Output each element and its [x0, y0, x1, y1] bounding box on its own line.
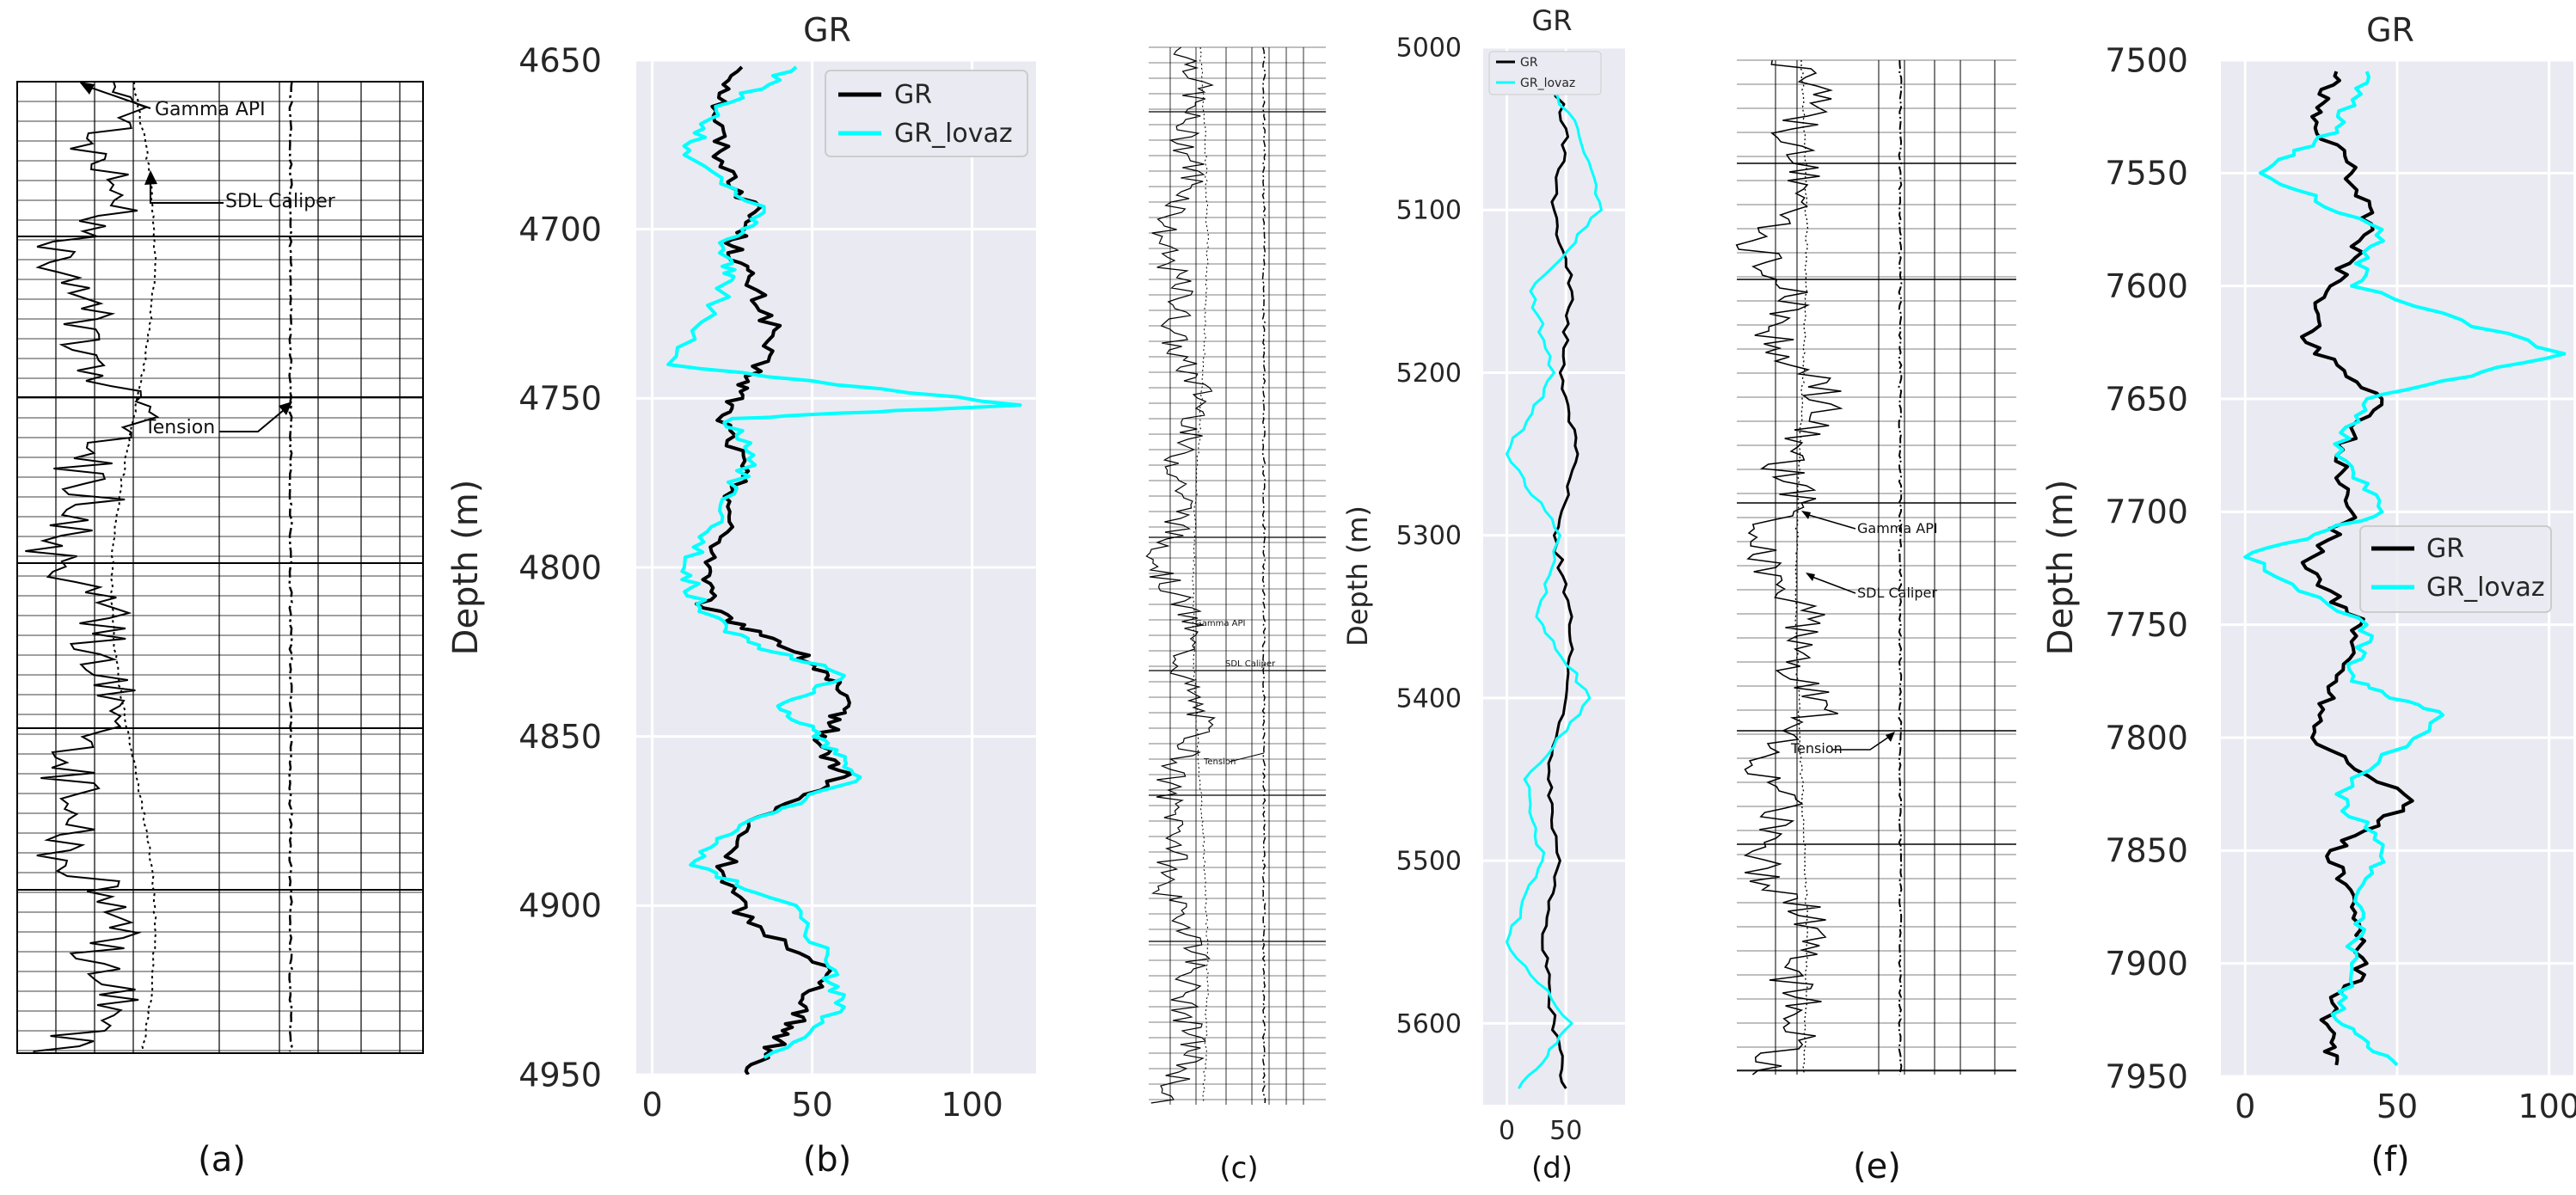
legend-entry-gr-b: GR: [894, 80, 932, 110]
y-tick-label: 7950: [2105, 1057, 2188, 1095]
y-tick-label: 7800: [2105, 719, 2188, 757]
panel-label-f: (f): [2371, 1140, 2409, 1180]
panel-label-a: (a): [198, 1140, 246, 1180]
panel-label-d: (d): [1531, 1151, 1573, 1186]
panel-label-b: (b): [803, 1140, 852, 1180]
annotation-tension: Tension: [144, 417, 215, 438]
y-axis-label-d: Depth (m): [1341, 506, 1374, 647]
x-tick-label: 0: [1499, 1116, 1515, 1146]
x-tick-label: 0: [2235, 1088, 2255, 1125]
panel-c-log-image: Gamma API SDL Caliper Tension: [1145, 46, 1326, 1105]
legend-entry-gr-f: GR: [2426, 534, 2464, 564]
y-axis-label-b: Depth (m): [446, 480, 486, 656]
series-line-gr: [1541, 60, 1579, 1089]
series-line-gr-lovaz: [2243, 70, 2567, 1067]
y-tick-label: 7900: [2105, 945, 2188, 983]
legend-entry-gr-d: GR: [1520, 56, 1538, 70]
chart-title-d: GR: [1531, 4, 1572, 37]
y-tick-label: 5300: [1396, 521, 1462, 551]
annotation-tension-e: Tension: [1790, 740, 1843, 757]
y-tick-label: 4950: [518, 1056, 602, 1094]
chart-panel-d: 5000 5100 5200 5300 5400 5500 5600 0 50 GR Depth…: [1341, 4, 1625, 1146]
annotation-sdl-caliper: SDL Caliper: [225, 191, 336, 212]
legend-entry-gr-lovaz-d: GR_lovaz: [1520, 77, 1575, 90]
series-line-gr-lovaz: [1506, 60, 1603, 1089]
y-tick-label: 5000: [1396, 34, 1462, 64]
series-line-gr: [2300, 70, 2414, 1066]
y-tick-label: 4850: [518, 718, 602, 756]
annotation-gamma-api: Gamma API: [155, 99, 266, 120]
y-tick-label: 4800: [518, 548, 602, 586]
annotation-sdl-caliper-e: SDL Caliper: [1857, 585, 1937, 601]
panel-label-e: (e): [1853, 1147, 1901, 1186]
annotation-gamma-api-c: Gamma API: [1195, 619, 1246, 628]
chart-panel-b: 4650 4700 4750 4800 4850 4900 4950 0 50 100 GR De…: [446, 11, 1036, 1124]
chart-panel-f: 7500 7550 7600 7650 7700 7750 7800 7850 7900 7950…: [2041, 11, 2576, 1125]
y-tick-label: 7600: [2105, 267, 2188, 305]
y-tick-label: 5200: [1396, 358, 1462, 389]
y-tick-label: 7650: [2105, 380, 2188, 418]
legend-entry-gr-lovaz-b: GR_lovaz: [894, 119, 1013, 149]
y-tick-label: 5500: [1396, 847, 1462, 877]
y-tick-label: 4650: [518, 41, 602, 79]
x-tick-label: 100: [941, 1086, 1003, 1124]
legend-b: GR GR_lovaz: [825, 70, 1028, 157]
annotation-gamma-api-e: Gamma API: [1857, 520, 1938, 536]
x-tick-label: 50: [791, 1086, 832, 1124]
annotation-sdl-caliper-c: SDL Caliper: [1225, 659, 1276, 669]
y-tick-label: 7700: [2105, 493, 2188, 531]
chart-title-f: GR: [2366, 11, 2414, 49]
y-tick-label: 7500: [2105, 41, 2188, 79]
y-tick-label: 5400: [1396, 683, 1462, 714]
y-tick-label: 4900: [518, 887, 602, 925]
x-tick-label: 0: [642, 1086, 663, 1124]
y-axis-label-f: Depth (m): [2041, 480, 2081, 656]
series-line-gr: [695, 65, 854, 1075]
y-tick-label: 5100: [1396, 196, 1462, 226]
y-tick-label: 7750: [2105, 606, 2188, 644]
x-tick-label: 50: [2377, 1088, 2418, 1125]
x-tick-label: 50: [1549, 1116, 1582, 1146]
x-tick-label: 100: [2518, 1088, 2576, 1125]
legend-entry-gr-lovaz-f: GR_lovaz: [2426, 573, 2545, 603]
legend-d: GR GR_lovaz: [1488, 51, 1602, 95]
panel-e-log-image: Gamma API SDL Caliper Tension: [1735, 59, 2016, 1076]
y-tick-label: 7550: [2105, 155, 2188, 193]
y-tick-label: 5600: [1396, 1009, 1462, 1039]
y-tick-label: 4700: [518, 211, 602, 248]
series-line-gr-lovaz: [666, 65, 1022, 1059]
legend-f: GR GR_lovaz: [2359, 525, 2552, 613]
chart-title-b: GR: [803, 11, 851, 49]
y-tick-label: 7850: [2105, 832, 2188, 870]
annotation-tension-c: Tension: [1203, 757, 1236, 767]
panel-a-log-image: Gamma API SDL Caliper Tension: [16, 81, 424, 1054]
y-tick-label: 4750: [518, 380, 602, 418]
panel-label-c: (c): [1219, 1151, 1258, 1186]
